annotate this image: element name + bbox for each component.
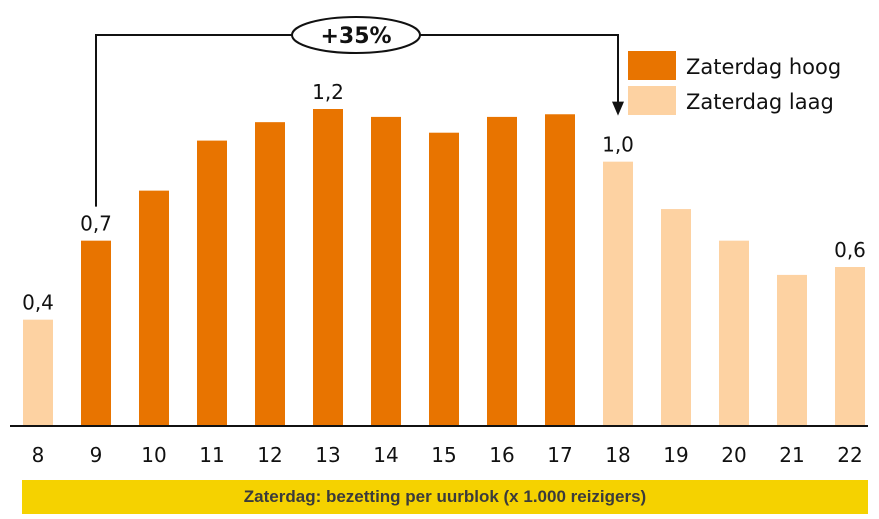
chart-caption: Zaterdag: bezetting per uurblok (x 1.000…: [22, 480, 868, 514]
x-tick-label: 17: [547, 443, 572, 467]
bar-8: [23, 319, 53, 425]
data-label: 0,7: [80, 212, 112, 236]
x-tick-label: 14: [373, 443, 398, 467]
x-tick-label: 20: [721, 443, 746, 467]
x-tick-label: 10: [141, 443, 166, 467]
bar-20: [719, 240, 749, 425]
x-tick-label: 11: [199, 443, 224, 467]
legend-swatch: [628, 51, 676, 80]
x-tick-label: 12: [257, 443, 282, 467]
bar-16: [487, 116, 517, 426]
legend-label: Zaterdag laag: [686, 90, 834, 114]
legend-label: Zaterdag hoog: [686, 55, 841, 79]
bar-11: [197, 140, 227, 425]
bar-22: [835, 267, 865, 425]
x-tick-label: 9: [90, 443, 103, 467]
x-tick-label: 18: [605, 443, 630, 467]
annotation-bracket: [95, 34, 619, 207]
x-tick-label: 8: [32, 443, 45, 467]
bar-10: [139, 190, 169, 425]
x-tick-label: 13: [315, 443, 340, 467]
x-tick-label: 21: [779, 443, 804, 467]
x-tick-label: 19: [663, 443, 688, 467]
bar-12: [255, 122, 285, 426]
annotation-badge: [291, 16, 421, 54]
x-tick-label: 22: [837, 443, 862, 467]
x-tick-label: 15: [431, 443, 456, 467]
bar-21: [777, 274, 807, 425]
x-tick-label: 16: [489, 443, 514, 467]
bar-9: [81, 240, 111, 425]
bar-13: [313, 109, 343, 425]
bar-19: [661, 209, 691, 425]
data-label: 0,6: [834, 238, 866, 262]
bar-15: [429, 132, 459, 425]
bar-14: [371, 116, 401, 426]
data-label: 1,2: [312, 80, 344, 104]
annotation-arrowhead: [612, 101, 624, 116]
bar-18: [603, 161, 633, 425]
data-label: 1,0: [602, 133, 634, 157]
data-label: 0,4: [22, 291, 54, 315]
annotation-label: +35%: [320, 24, 391, 49]
bar-17: [545, 114, 575, 426]
occupancy-bar-chart: 8 0,4 9 0,7 10 11 12 13 1,2 14 15 16 17 18 1,0 19 20 21 22…: [10, 16, 868, 467]
legend-swatch: [628, 86, 676, 115]
